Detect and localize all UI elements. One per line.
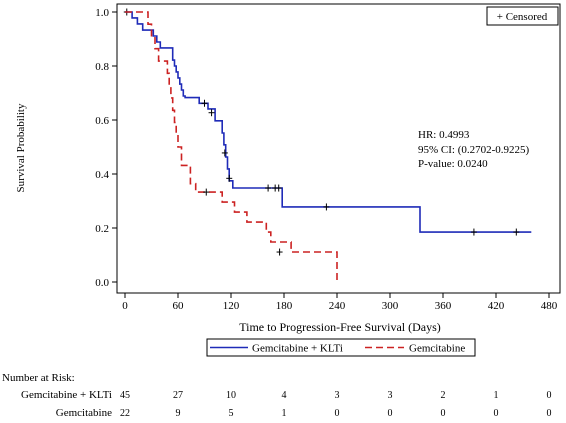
censor-mark (221, 149, 228, 157)
x-tick-label: 240 (329, 300, 346, 312)
risk-count: 1 (493, 390, 499, 401)
km-survival-chart: 0 60 120 180 240 300 360 420 480 0.0 0.2 0.4 0.6 0.8 1… (15, 3, 561, 357)
risk-count: 45 (120, 390, 130, 401)
y-tick-label: 0.0 (95, 277, 109, 289)
x-tick-label: 60 (173, 300, 185, 312)
pvalue-annotation: P-value: 0.0240 (418, 158, 488, 170)
x-tick-label: 360 (435, 300, 452, 312)
x-tick-label: 0 (122, 300, 128, 312)
risk-count: 22 (120, 408, 130, 419)
censor-mark (208, 109, 215, 117)
censored-legend-box: + Censored (486, 6, 559, 26)
risk-count: 3 (334, 390, 340, 401)
censor-mark (201, 99, 208, 107)
risk-table-title: Number at Risk: (2, 372, 75, 384)
risk-row-label: Gemcitabine + KLTi (21, 389, 112, 401)
y-tick-label: 0.8 (95, 61, 109, 73)
legend-label-klti: Gemcitabine + KLTi (252, 343, 343, 355)
risk-count: 10 (226, 390, 236, 401)
axes-group: 0 60 120 180 240 300 360 420 480 0.0 0.2 0.4 0.6 0.8 1… (95, 3, 561, 312)
censor-mark (513, 228, 520, 236)
risk-count: 9 (175, 408, 181, 419)
plot-frame (116, 3, 561, 294)
censor-mark (226, 174, 233, 182)
x-tick-label: 300 (382, 300, 399, 312)
x-axis-label: Time to Progression-Free Survival (Days) (239, 320, 441, 334)
y-tick-label: 0.6 (95, 115, 109, 127)
risk-count: 27 (173, 390, 183, 401)
hr-annotation: HR: 0.4993 (418, 129, 470, 141)
series-legend: Gemcitabine + KLTi Gemcitabine (206, 338, 476, 357)
risk-count: 1 (281, 408, 287, 419)
risk-count: 0 (546, 390, 552, 401)
censor-mark (276, 248, 283, 256)
risk-count: 0 (493, 408, 499, 419)
survival-curve-gem (125, 11, 338, 282)
risk-count: 5 (228, 408, 234, 419)
risk-row-label: Gemcitabine (55, 407, 112, 419)
censor-mark (275, 184, 282, 192)
y-axis-label: Survival Probability (15, 103, 27, 192)
risk-count: 2 (440, 390, 446, 401)
censor-mark (203, 188, 210, 196)
risk-count: 3 (387, 390, 393, 401)
y-tick-label: 0.4 (95, 169, 109, 181)
x-tick-label: 120 (223, 300, 240, 312)
x-tick-label: 420 (488, 300, 505, 312)
y-tick-label: 1.0 (95, 7, 109, 19)
x-tick-label: 480 (541, 300, 558, 312)
risk-count: 0 (334, 408, 340, 419)
survival-curve-klti (125, 11, 532, 233)
risk-count: 4 (281, 390, 287, 401)
censored-legend-label: + Censored (497, 11, 548, 23)
risk-count: 0 (440, 408, 446, 419)
x-tick-label: 180 (276, 300, 293, 312)
legend-label-gem: Gemcitabine (409, 343, 465, 355)
censor-mark (470, 228, 477, 236)
ci-annotation: 95% CI: (0.2702-0.9225) (418, 144, 530, 156)
censor-mark (323, 203, 330, 211)
censor-mark (265, 184, 272, 192)
curves-group (123, 8, 532, 282)
risk-count: 0 (546, 408, 552, 419)
risk-count: 0 (387, 408, 393, 419)
y-tick-label: 0.2 (95, 223, 109, 235)
